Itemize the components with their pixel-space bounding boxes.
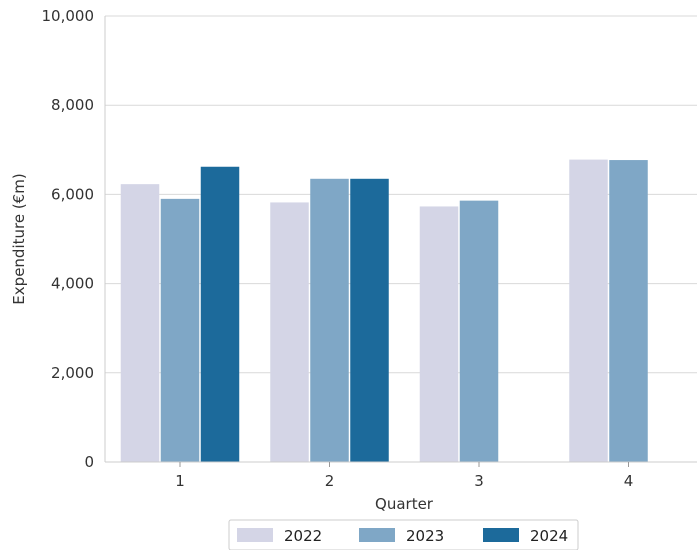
bar-2024-q2 — [350, 178, 389, 463]
legend-swatch-2024 — [483, 528, 519, 542]
bar-2024-q1 — [200, 166, 240, 463]
y-tick-label: 8,000 — [51, 96, 94, 114]
y-tick-label: 10,000 — [42, 7, 95, 25]
legend-label-2022: 2022 — [284, 527, 322, 545]
x-tick-label: 3 — [474, 472, 484, 490]
y-tick-label: 4,000 — [51, 275, 94, 293]
bars-layer — [120, 159, 648, 463]
legend: 2022 2023 2024 — [228, 519, 579, 550]
y-tick-label: 0 — [84, 453, 94, 471]
y-axis-title: Expenditure (€m) — [10, 173, 28, 304]
x-tick-label: 2 — [325, 472, 335, 490]
legend-frame — [228, 519, 579, 550]
bar-2022-q1 — [120, 184, 160, 462]
legend-items: 2022 2023 2024 — [237, 527, 568, 545]
x-ticks: 1 2 3 4 — [175, 462, 633, 490]
y-tick-label: 6,000 — [51, 185, 94, 203]
bar-2022-q4 — [569, 159, 608, 462]
bar-2022-q2 — [270, 202, 309, 463]
axes-layer — [104, 16, 697, 463]
bar-2023-q1 — [160, 198, 200, 463]
bar-2022-q3 — [419, 206, 459, 462]
bar-2023-q3 — [459, 200, 499, 463]
bar-2023-q2 — [310, 178, 349, 463]
y-tick-label: 2,000 — [51, 364, 94, 382]
x-tick-label: 1 — [175, 472, 185, 490]
x-tick-label: 4 — [624, 472, 634, 490]
x-axis-title: Quarter — [375, 495, 434, 513]
legend-label-2024: 2024 — [530, 527, 568, 545]
legend-swatch-2023 — [359, 528, 395, 542]
y-ticks: 0 2,000 4,000 6,000 8,000 10,000 — [42, 7, 95, 471]
legend-swatch-2022 — [237, 528, 273, 542]
legend-label-2023: 2023 — [406, 527, 444, 545]
bar-2023-q4 — [609, 160, 648, 463]
